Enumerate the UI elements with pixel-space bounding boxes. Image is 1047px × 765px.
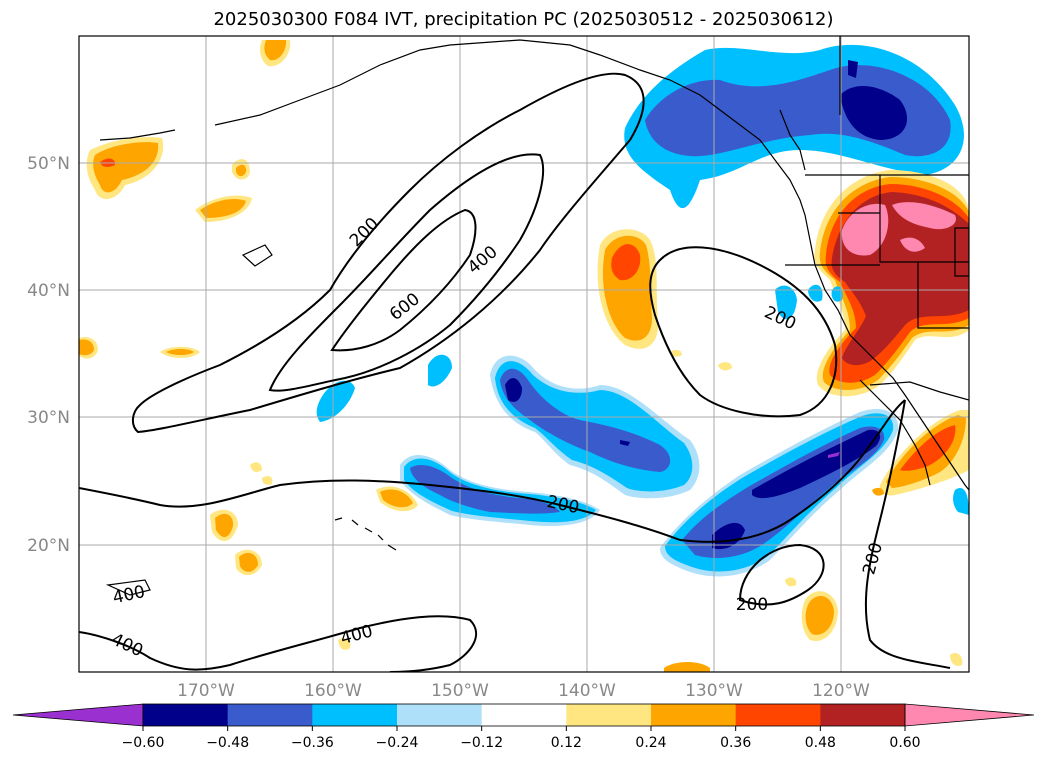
- colorbar-segment: [312, 704, 398, 726]
- colorbar-tick-label: 0.60: [889, 735, 920, 751]
- colorbar-tick-label: −0.48: [206, 735, 249, 751]
- longitude-labels: 170°W 160°W 150°W 140°W 130°W 120°W: [177, 681, 870, 701]
- colorbar-tick-label: 0.24: [635, 735, 666, 751]
- colorbar-segment: [651, 704, 737, 726]
- contour-label: 200: [736, 595, 768, 615]
- latitude-labels: 50°N 40°N 30°N 20°N: [27, 154, 70, 556]
- ivt-contours: [79, 72, 951, 672]
- lat-label: 40°N: [27, 281, 70, 301]
- lat-label: 30°N: [27, 408, 70, 428]
- colorbar-extend-low: [12, 703, 144, 727]
- colorbar-tick-label: 0.12: [551, 735, 582, 751]
- colorbar-frame: [142, 703, 906, 727]
- colorbar-tick-label: −0.36: [291, 735, 334, 751]
- colorbar-segment: [143, 704, 229, 726]
- colorbar-tick-label: 0.36: [720, 735, 751, 751]
- colorbar-segment: [735, 704, 821, 726]
- shaded-fields: [79, 40, 969, 672]
- colorbar-segment: [566, 704, 652, 726]
- colorbar-tick-label: −0.12: [460, 735, 503, 751]
- colorbar-segment: [397, 704, 483, 726]
- map-frame: [78, 35, 970, 673]
- map-title: 2025030300 F084 IVT, precipitation PC (2…: [213, 9, 834, 30]
- lon-label: 140°W: [558, 681, 616, 701]
- colorbar-tick-label: −0.60: [122, 735, 165, 751]
- lon-label: 160°W: [304, 681, 362, 701]
- colorbar-segment: [227, 704, 313, 726]
- colorbar-segment: [820, 704, 906, 726]
- colorbar-segment: [481, 704, 567, 726]
- lat-label: 20°N: [27, 536, 70, 556]
- lon-label: 120°W: [812, 681, 870, 701]
- coastlines: [99, 36, 969, 596]
- lat-label: 50°N: [27, 154, 70, 174]
- colorbar: [12, 703, 1035, 727]
- lon-label: 150°W: [431, 681, 489, 701]
- lon-label: 130°W: [685, 681, 743, 701]
- colorbar-ticks: −0.60 −0.48 −0.36 −0.24 −0.12 0.12 0.24 0.36 0.4…: [122, 726, 921, 751]
- colorbar-tick-label: 0.48: [805, 735, 836, 751]
- colorbar-tick-label: −0.24: [376, 735, 419, 751]
- gridlines: [79, 36, 969, 672]
- lon-label: 170°W: [177, 681, 235, 701]
- colorbar-extend-high: [904, 703, 1035, 727]
